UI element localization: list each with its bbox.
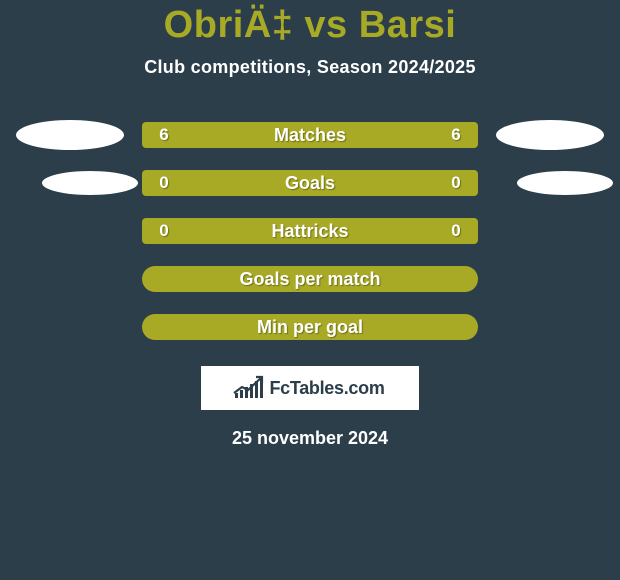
logo-chart-icon	[235, 378, 263, 398]
player-right-goals-icon	[480, 171, 620, 195]
stat-right-value: 6	[446, 125, 466, 145]
stat-pill: 6 Matches 6	[142, 122, 478, 148]
fctables-logo[interactable]: FcTables.com	[201, 366, 419, 410]
stat-label: Min per goal	[257, 317, 363, 338]
stat-label: Matches	[274, 125, 346, 146]
stat-label: Goals per match	[239, 269, 380, 290]
player-left-matches-icon	[0, 120, 140, 150]
ball-icon	[496, 120, 604, 150]
stat-row-min-per-goal: Min per goal	[0, 314, 620, 340]
stat-right-value: 0	[446, 221, 466, 241]
ball-icon	[42, 171, 138, 195]
stat-right-value: 0	[446, 173, 466, 193]
stat-pill: 0 Goals 0	[142, 170, 478, 196]
comparison-card: ObriÄ‡ vs Barsi Club competitions, Seaso…	[0, 0, 620, 449]
logo-text: FcTables.com	[269, 378, 384, 399]
stat-row-hattricks: 0 Hattricks 0	[0, 218, 620, 244]
stat-left-value: 6	[154, 125, 174, 145]
stat-label: Hattricks	[271, 221, 348, 242]
stat-row-goals: 0 Goals 0	[0, 170, 620, 196]
stat-pill: 0 Hattricks 0	[142, 218, 478, 244]
stat-label: Goals	[285, 173, 335, 194]
render-date: 25 november 2024	[232, 428, 388, 449]
player-right-matches-icon	[480, 120, 620, 150]
logo-trend-icon	[232, 375, 266, 397]
stat-left-value: 0	[154, 173, 174, 193]
page-subtitle: Club competitions, Season 2024/2025	[144, 57, 476, 78]
player-left-goals-icon	[0, 171, 140, 195]
stat-row-matches: 6 Matches 6	[0, 122, 620, 148]
ball-icon	[517, 171, 613, 195]
stats-area: 6 Matches 6 0 Goals 0 0	[0, 122, 620, 340]
page-title: ObriÄ‡ vs Barsi	[164, 4, 457, 47]
stat-left-value: 0	[154, 221, 174, 241]
stat-pill: Goals per match	[142, 266, 478, 292]
ball-icon	[16, 120, 124, 150]
stat-pill: Min per goal	[142, 314, 478, 340]
stat-row-goals-per-match: Goals per match	[0, 266, 620, 292]
